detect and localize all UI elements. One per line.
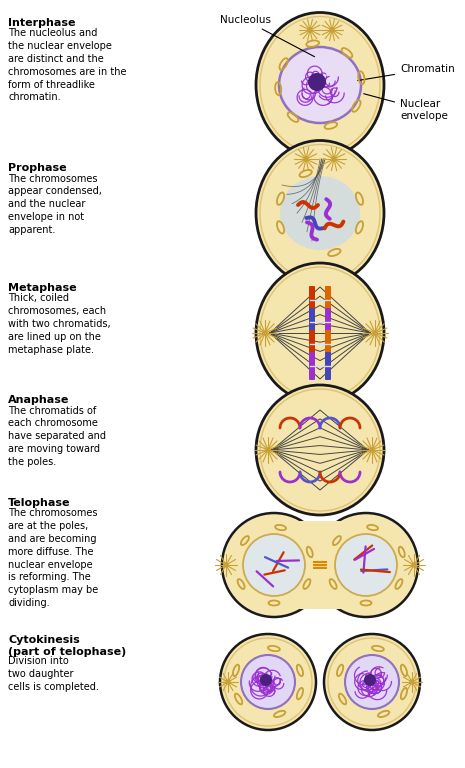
Ellipse shape [345,655,399,709]
Ellipse shape [241,655,295,709]
FancyBboxPatch shape [309,365,315,380]
Circle shape [370,448,374,452]
Text: Cytokinesis
(part of telophase): Cytokinesis (part of telophase) [8,635,126,657]
Ellipse shape [243,534,305,596]
Text: The chromosomes
are at the poles,
and are becoming
more diffuse. The
nuclear env: The chromosomes are at the poles, and ar… [8,508,98,608]
FancyBboxPatch shape [325,321,331,336]
Text: Anaphase: Anaphase [8,395,69,405]
Circle shape [330,28,334,32]
FancyBboxPatch shape [309,352,315,367]
Circle shape [224,563,228,567]
Circle shape [412,563,416,567]
Circle shape [410,680,414,684]
Text: The nucleolus and
the nuclear envelope
are distinct and the
chromosomes are in t: The nucleolus and the nuclear envelope a… [8,28,126,102]
FancyBboxPatch shape [325,343,331,358]
FancyBboxPatch shape [309,330,315,345]
Circle shape [308,73,326,91]
FancyBboxPatch shape [325,365,331,380]
Ellipse shape [335,534,397,596]
Circle shape [266,448,270,452]
Ellipse shape [279,47,361,123]
Ellipse shape [256,385,384,515]
FancyBboxPatch shape [325,330,331,345]
Bar [279,521,361,609]
Text: Chromatin: Chromatin [358,64,455,81]
Text: Nucleolus: Nucleolus [219,15,314,57]
Circle shape [373,331,377,335]
FancyBboxPatch shape [309,299,315,314]
FancyBboxPatch shape [309,286,315,301]
Ellipse shape [256,12,384,157]
Circle shape [226,680,230,684]
Text: Division into
two daughter
cells is completed.: Division into two daughter cells is comp… [8,656,99,692]
Text: Telophase: Telophase [8,498,71,508]
FancyBboxPatch shape [325,299,331,314]
Ellipse shape [314,513,418,617]
Ellipse shape [280,176,360,250]
Ellipse shape [324,634,420,730]
Text: Nuclear
envelope: Nuclear envelope [364,94,448,121]
Text: The chromatids of
each chromosome
have separated and
are moving toward
the poles: The chromatids of each chromosome have s… [8,406,106,467]
FancyBboxPatch shape [325,286,331,301]
Text: Metaphase: Metaphase [8,283,77,293]
Circle shape [332,157,336,161]
FancyBboxPatch shape [325,352,331,367]
Circle shape [308,28,312,32]
Text: Interphase: Interphase [8,18,75,28]
Circle shape [304,157,308,161]
FancyBboxPatch shape [309,308,315,323]
Text: Prophase: Prophase [8,163,66,173]
FancyBboxPatch shape [309,321,315,336]
Text: The chromosomes
appear condensed,
and the nuclear
envelope in not
apparent.: The chromosomes appear condensed, and th… [8,174,102,235]
FancyBboxPatch shape [325,308,331,323]
Circle shape [364,674,376,686]
Circle shape [263,331,267,335]
Ellipse shape [256,263,384,403]
Ellipse shape [256,141,384,286]
Ellipse shape [222,513,326,617]
Circle shape [260,674,272,686]
FancyBboxPatch shape [309,343,315,358]
Text: Thick, coiled
chromosomes, each
with two chromatids,
are lined up on the
metapha: Thick, coiled chromosomes, each with two… [8,293,111,355]
Ellipse shape [220,634,316,730]
